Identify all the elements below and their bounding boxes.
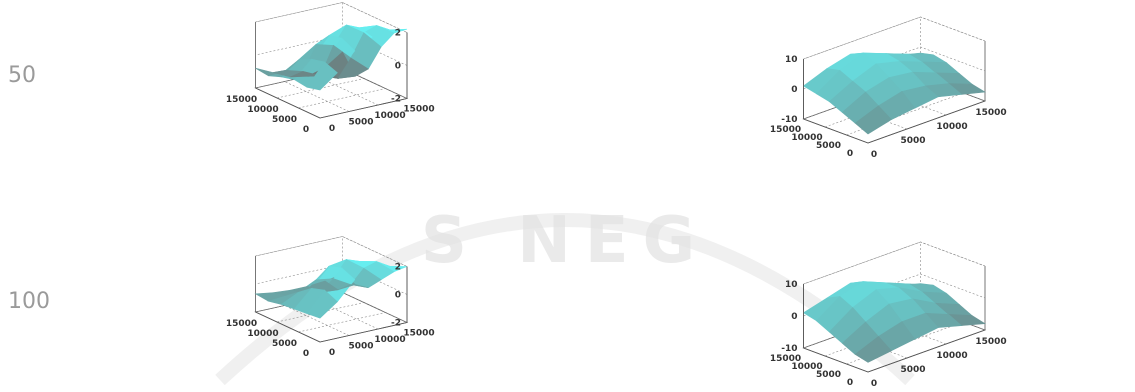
x-tick-label: 5000 [272, 115, 297, 125]
y-tick-label: 15000 [403, 105, 434, 115]
y-axis [803, 118, 869, 144]
z-tick-label: -2 [391, 319, 401, 329]
floor-grid-line [298, 88, 386, 109]
surface-patch [337, 57, 369, 79]
wall-grid-line [803, 241, 986, 285]
surface-patch [290, 71, 321, 78]
z-tick-label: 10 [785, 280, 798, 290]
z-tick-label: 10 [785, 55, 798, 65]
y-tick-label: 10000 [374, 111, 405, 121]
surface-patch [306, 289, 338, 319]
y-tick-label: 5000 [348, 118, 373, 128]
z-tick-label: -10 [781, 115, 797, 125]
surface-patch [337, 284, 369, 291]
x-tick-label: 0 [303, 125, 309, 135]
z-tick-label: 0 [395, 62, 401, 72]
row-label-100: 100 [8, 289, 50, 314]
z-tick-label: -2 [391, 95, 401, 105]
x-tick-label: 10000 [247, 329, 278, 339]
z-tick-label: 0 [791, 85, 797, 95]
y-tick-label: 0 [329, 348, 335, 358]
floor-grid-line [298, 312, 386, 333]
x-tick-label: 0 [303, 349, 309, 359]
y-tick-label: 15000 [770, 354, 801, 364]
wall-grid-line [803, 16, 986, 60]
surface-plots: 050001000015000050001000015000-202050001… [226, 2, 1007, 389]
x-tick-label: 5000 [900, 136, 925, 146]
z-tick-label: 0 [791, 312, 797, 322]
y-axis [319, 98, 408, 119]
x-tick-label: 15000 [226, 95, 257, 105]
x-tick-label: 10000 [247, 105, 278, 115]
x-tick-label: 15000 [975, 108, 1006, 118]
axis-top-edge [255, 236, 343, 257]
x-tick-label: 15000 [226, 319, 257, 329]
x-tick-label: 0 [871, 150, 877, 160]
x-axis [867, 329, 986, 373]
x-axis [255, 311, 321, 343]
surface-patch [854, 105, 892, 135]
y-axis [319, 322, 408, 343]
y-tick-label: 0 [847, 378, 853, 388]
z-tick-label: -10 [781, 344, 797, 354]
axis-top-edge [803, 16, 921, 60]
z-tick-label: 2 [395, 263, 401, 273]
y-axis [803, 347, 869, 373]
floor-grid-line [824, 313, 943, 357]
axis-top-edge [920, 241, 986, 267]
x-axis [867, 100, 986, 144]
axis-top-edge [920, 16, 986, 42]
surface-patch [854, 335, 892, 363]
axis-top-edge [255, 2, 343, 23]
y-tick-label: 15000 [770, 125, 801, 135]
z-tick-label: 2 [395, 29, 401, 39]
x-tick-label: 5000 [272, 339, 297, 349]
y-tick-label: 10000 [791, 133, 822, 143]
y-tick-label: 15000 [403, 329, 434, 339]
y-tick-label: 5000 [816, 141, 841, 151]
y-tick-label: 0 [847, 149, 853, 159]
surface-patch [306, 61, 338, 91]
y-tick-label: 10000 [374, 335, 405, 345]
y-tick-label: 10000 [791, 362, 822, 372]
axis-top-edge [803, 241, 921, 285]
y-tick-label: 5000 [348, 342, 373, 352]
row-label-50: 50 [8, 63, 36, 88]
x-tick-label: 0 [871, 379, 877, 389]
x-tick-label: 10000 [936, 351, 967, 361]
y-tick-label: 0 [329, 124, 335, 134]
x-tick-label: 10000 [936, 122, 967, 132]
floor-grid-line [824, 84, 943, 128]
x-tick-label: 15000 [975, 337, 1006, 347]
y-tick-label: 5000 [816, 370, 841, 380]
z-tick-label: 0 [395, 291, 401, 301]
x-tick-label: 5000 [900, 365, 925, 375]
x-axis [255, 87, 321, 119]
